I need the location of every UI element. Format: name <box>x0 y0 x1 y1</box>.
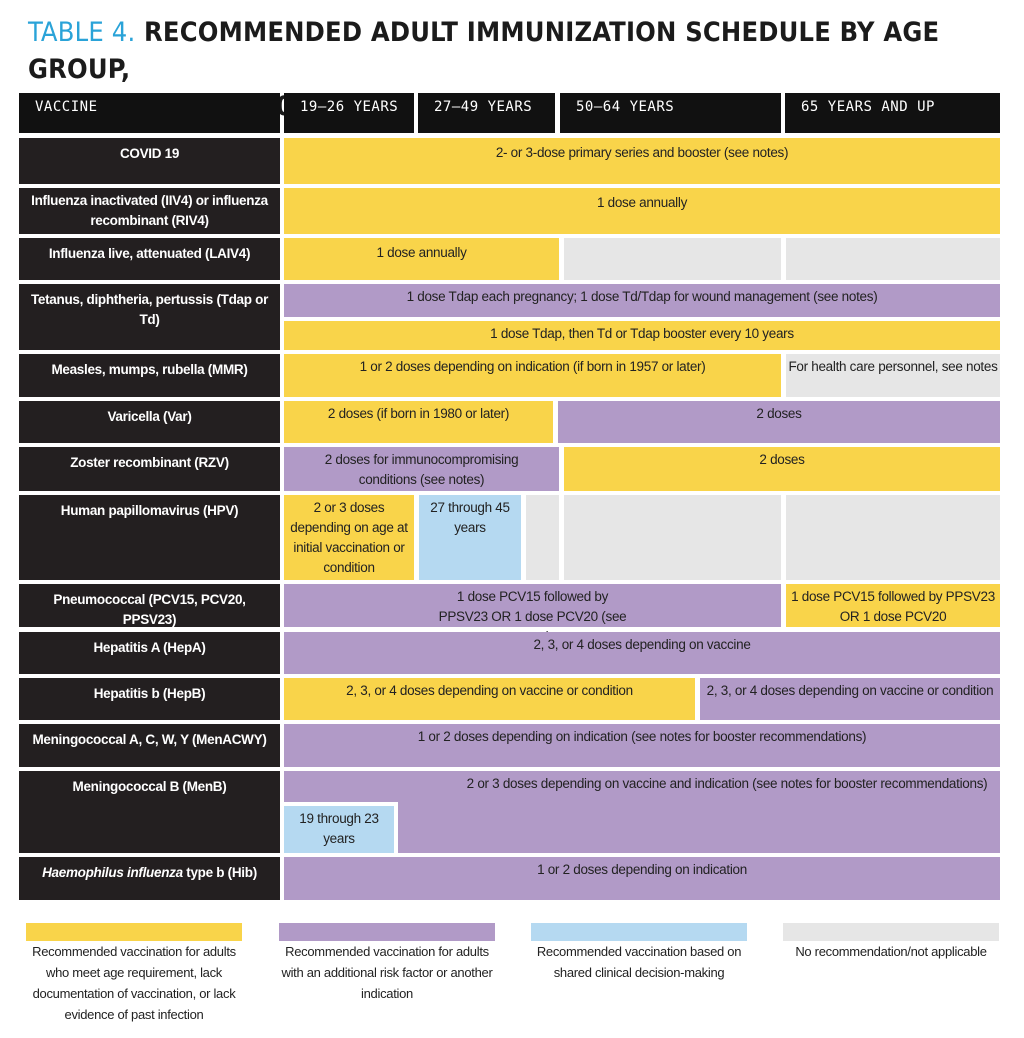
cell-mmr: 1 or 2 doses depending on indication (if… <box>284 354 781 397</box>
title-line1: RECOMMENDED ADULT IMMUNIZATION SCHEDULE … <box>28 17 940 85</box>
legend-swatch-yellow <box>26 923 242 941</box>
cell-pneumo-risk: 1 dose PCV15 followed by PPSV23 OR 1 dos… <box>284 584 781 644</box>
cell-mmr-hcp: For health care personnel, see notes <box>786 354 1000 397</box>
vaccine-tdap: Tetanus, diphtheria, pertussis (Tdap or … <box>19 284 280 350</box>
cell-influenza-live-na-50 <box>564 238 781 280</box>
legend-text-yellow: Recommended vaccination for adults who m… <box>32 944 236 1022</box>
hib-italic-name: Haemophilus influenza <box>42 865 183 880</box>
vaccine-hpv: Human papillomavirus (HPV) <box>19 495 280 580</box>
header-vaccine: VACCINE <box>19 93 280 133</box>
cell-hepatitis-a: 2, 3, or 4 doses depending on vaccine <box>284 632 1000 674</box>
header-age-65-up: 65 YEARS AND UP <box>785 93 1000 133</box>
legend-text-gray: No recommendation/not applicable <box>795 944 987 959</box>
legend-swatch-gray <box>783 923 999 941</box>
cell-tdap-booster: 1 dose Tdap, then Td or Tdap booster eve… <box>284 321 1000 350</box>
cell-varicella-young: 2 doses (if born in 1980 or later) <box>284 401 553 443</box>
table-number: TABLE 4. <box>28 17 136 48</box>
hib-rest-name: type b (Hib) <box>182 865 257 880</box>
cell-zoster-immuno: 2 doses for immunocompromising condition… <box>284 447 559 491</box>
cell-influenza-inactivated: 1 dose annually <box>284 188 1000 234</box>
vaccine-hepatitis-b: Hepatitis b (HepB) <box>19 678 280 720</box>
cell-covid: 2- or 3-dose primary series and booster … <box>284 138 1000 184</box>
header-age-50-64: 50–64 YEARS <box>560 93 781 133</box>
legend-text-purple: Recommended vaccination for adults with … <box>281 944 493 1001</box>
cell-menb: 2 or 3 doses depending on vaccine and in… <box>284 771 1000 853</box>
cell-zoster-50: 2 doses <box>564 447 1000 491</box>
vaccine-mmr: Measles, mumps, rubella (MMR) <box>19 354 280 397</box>
vaccine-varicella: Varicella (Var) <box>19 401 280 443</box>
cell-hepatitis-b-young: 2, 3, or 4 doses depending on vaccine or… <box>284 678 695 720</box>
legend-swatch-purple <box>279 923 495 941</box>
cell-hpv-routine: 2 or 3 doses depending on age at initial… <box>284 495 414 580</box>
header-age-27-49: 27–49 YEARS <box>418 93 555 133</box>
cell-influenza-live: 1 dose annually <box>284 238 559 280</box>
cell-influenza-live-na-65 <box>786 238 1000 280</box>
vaccine-zoster: Zoster recombinant (RZV) <box>19 447 280 491</box>
vaccine-pneumococcal: Pneumococcal (PCV15, PCV20, PPSV23) <box>19 584 280 627</box>
vaccine-hepatitis-a: Hepatitis A (HepA) <box>19 632 280 674</box>
cell-tdap-pregnancy: 1 dose Tdap each pregnancy; 1 dose Td/Td… <box>284 284 1000 317</box>
cell-menacwy: 1 or 2 doses depending on indication (se… <box>284 724 1000 767</box>
cell-menb-shared: 19 through 23 years <box>284 806 394 853</box>
vaccine-influenza-inactivated: Influenza inactivated (IIV4) or influenz… <box>19 188 280 234</box>
vaccine-menb: Meningococcal B (MenB) <box>19 771 280 853</box>
vaccine-influenza-live: Influenza live, attenuated (LAIV4) <box>19 238 280 280</box>
vaccine-covid: COVID 19 <box>19 138 280 184</box>
vaccine-menacwy: Meningococcal A, C, W, Y (MenACWY) <box>19 724 280 767</box>
legend-text-blue: Recommended vaccination based on shared … <box>536 944 742 980</box>
cell-hpv-na-50 <box>564 495 781 580</box>
legend-swatch-blue <box>531 923 747 941</box>
cell-hib: 1 or 2 doses depending on indication <box>284 857 1000 900</box>
cell-hpv-na-27 <box>526 495 559 580</box>
cell-hpv-shared: 27 through 45 years <box>419 495 521 580</box>
cell-pneumo-65: 1 dose PCV15 followed by PPSV23 OR 1 dos… <box>786 584 1000 627</box>
header-age-19-26: 19–26 YEARS <box>284 93 414 133</box>
cell-hpv-na-65 <box>786 495 1000 580</box>
cell-varicella-old: 2 doses <box>558 401 1000 443</box>
vaccine-hib: Haemophilus influenza type b (Hib) <box>19 857 280 900</box>
cell-hepatitis-b-old: 2, 3, or 4 doses depending on vaccine or… <box>700 678 1000 720</box>
